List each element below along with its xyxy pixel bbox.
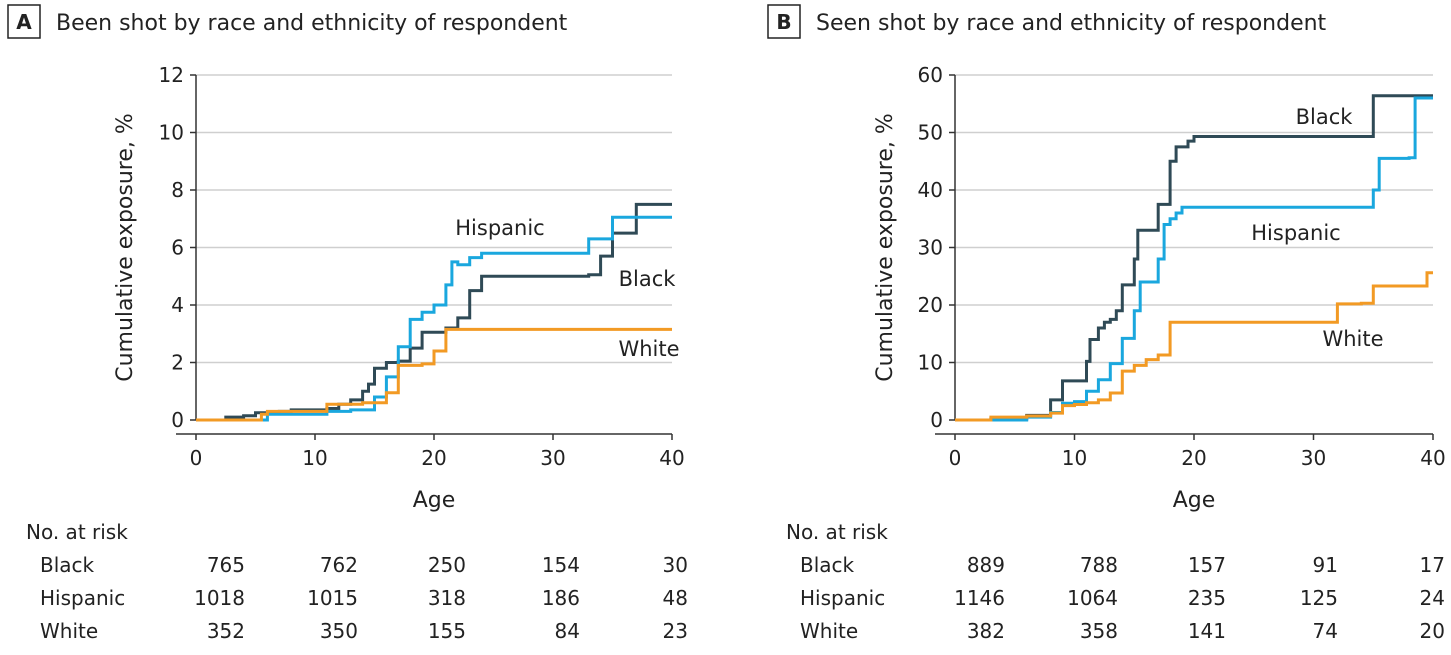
x-axis-label: Age bbox=[413, 488, 456, 513]
x-axis-label: Age bbox=[1173, 488, 1216, 513]
risk-value: 48 bbox=[663, 586, 688, 610]
risk-value: 352 bbox=[207, 619, 245, 643]
series-label-white: White bbox=[618, 337, 679, 361]
risk-value: 17 bbox=[1420, 553, 1445, 577]
risk-value: 788 bbox=[1080, 553, 1118, 577]
risk-row-label: Hispanic bbox=[800, 586, 885, 610]
x-tick-label: 0 bbox=[949, 446, 962, 470]
panel-letter: A bbox=[16, 10, 32, 34]
risk-value: 141 bbox=[1188, 619, 1226, 643]
risk-value: 1018 bbox=[194, 586, 245, 610]
x-tick-label: 20 bbox=[1181, 446, 1206, 470]
y-tick-label: 30 bbox=[918, 236, 943, 260]
series-line-black bbox=[955, 94, 1433, 422]
y-tick-label: 12 bbox=[159, 63, 184, 87]
risk-value: 889 bbox=[967, 553, 1005, 577]
risk-table-title: No. at risk bbox=[26, 520, 128, 544]
risk-value: 1146 bbox=[954, 586, 1005, 610]
risk-value: 155 bbox=[428, 619, 466, 643]
risk-row-label: Black bbox=[800, 553, 855, 577]
risk-value: 382 bbox=[967, 619, 1005, 643]
risk-value: 125 bbox=[1300, 586, 1338, 610]
series-line-white bbox=[196, 327, 672, 422]
risk-value: 1015 bbox=[307, 586, 358, 610]
risk-value: 186 bbox=[542, 586, 580, 610]
risk-value: 762 bbox=[320, 553, 358, 577]
risk-value: 350 bbox=[320, 619, 358, 643]
risk-row-label: White bbox=[40, 619, 98, 643]
y-tick-label: 6 bbox=[171, 236, 184, 260]
series-line-hispanic bbox=[196, 215, 672, 422]
x-tick-label: 40 bbox=[659, 446, 684, 470]
x-tick-label: 40 bbox=[1420, 446, 1445, 470]
y-tick-label: 40 bbox=[918, 178, 943, 202]
panel-b: B Seen shot by race and ethnicity of resp… bbox=[767, 4, 1446, 643]
x-tick-label: 0 bbox=[190, 446, 203, 470]
series-line-hispanic bbox=[955, 96, 1433, 422]
panel-letter: B bbox=[776, 10, 791, 34]
series-label-black: Black bbox=[1296, 105, 1354, 129]
y-tick-label: 2 bbox=[171, 351, 184, 375]
risk-table-title: No. at risk bbox=[786, 520, 888, 544]
y-tick-label: 20 bbox=[918, 293, 943, 317]
panel-badge bbox=[767, 4, 801, 39]
y-tick-label: 50 bbox=[918, 121, 943, 145]
risk-value: 74 bbox=[1313, 619, 1338, 643]
risk-row-label: Black bbox=[40, 553, 95, 577]
y-axis-label: Cumulative exposure, % bbox=[113, 113, 138, 382]
risk-value: 154 bbox=[542, 553, 580, 577]
risk-row-label: Hispanic bbox=[40, 586, 125, 610]
risk-value: 318 bbox=[428, 586, 466, 610]
y-tick-label: 0 bbox=[930, 408, 943, 432]
risk-value: 23 bbox=[663, 619, 688, 643]
y-tick-label: 0 bbox=[171, 408, 184, 432]
risk-value: 30 bbox=[663, 553, 688, 577]
risk-row-label: White bbox=[800, 619, 858, 643]
y-tick-label: 10 bbox=[159, 121, 184, 145]
risk-value: 24 bbox=[1420, 586, 1445, 610]
chart-title: Been shot by race and ethnicity of respo… bbox=[56, 11, 568, 36]
risk-value: 235 bbox=[1188, 586, 1226, 610]
y-tick-label: 4 bbox=[171, 293, 184, 317]
x-tick-label: 10 bbox=[302, 446, 327, 470]
risk-value: 250 bbox=[428, 553, 466, 577]
risk-value: 765 bbox=[207, 553, 245, 577]
panel-badge bbox=[7, 4, 41, 39]
chart-title: Seen shot by race and ethnicity of respo… bbox=[816, 11, 1327, 36]
risk-value: 84 bbox=[555, 619, 580, 643]
x-tick-label: 30 bbox=[540, 446, 565, 470]
risk-value: 358 bbox=[1080, 619, 1118, 643]
x-tick-label: 30 bbox=[1301, 446, 1326, 470]
risk-value: 1064 bbox=[1067, 586, 1118, 610]
y-tick-label: 60 bbox=[918, 63, 943, 87]
series-label-white: White bbox=[1322, 327, 1383, 351]
series-label-black: Black bbox=[619, 267, 677, 291]
x-tick-label: 20 bbox=[421, 446, 446, 470]
y-tick-label: 8 bbox=[171, 178, 184, 202]
series-label-hispanic: Hispanic bbox=[1251, 221, 1340, 245]
series-line-white bbox=[955, 271, 1433, 422]
risk-value: 91 bbox=[1313, 553, 1338, 577]
y-tick-label: 10 bbox=[918, 351, 943, 375]
panel-a: A Been shot by race and ethnicity of resp… bbox=[7, 4, 688, 643]
y-axis-label: Cumulative exposure, % bbox=[873, 113, 898, 382]
x-tick-label: 10 bbox=[1062, 446, 1087, 470]
risk-value: 157 bbox=[1188, 553, 1226, 577]
series-label-hispanic: Hispanic bbox=[455, 216, 544, 240]
risk-value: 20 bbox=[1420, 619, 1445, 643]
